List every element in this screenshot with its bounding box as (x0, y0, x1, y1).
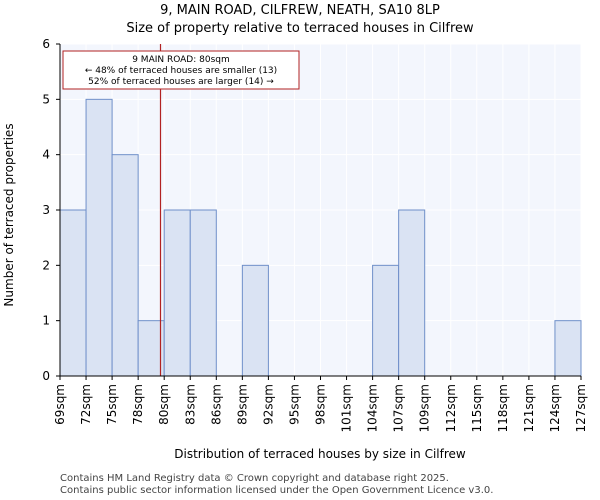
footer-line-2: Contains public sector information licen… (60, 485, 494, 496)
x-tick-label: 95sqm (287, 384, 301, 425)
bar-89sqm (241, 264, 269, 377)
y-tick-label: 6 (42, 37, 50, 51)
x-tick-label: 121sqm (522, 384, 536, 432)
bar-83sqm (189, 209, 217, 377)
annotation-box: 9 MAIN ROAD: 80sqm ← 48% of terraced hou… (62, 50, 300, 90)
x-tick-label: 127sqm (574, 384, 588, 432)
bar-69sqm (59, 209, 87, 377)
y-axis-label: Number of terraced properties (2, 123, 16, 306)
x-tick-label: 98sqm (314, 384, 328, 425)
x-tick-label: 112sqm (444, 384, 458, 432)
y-tick-label: 3 (42, 203, 50, 217)
bar-72sqm (85, 98, 113, 377)
x-ticks: 69sqm 72sqm 75sqm 78sqm 80sqm 83sqm 86sqm 89sqm… (53, 376, 588, 432)
chart-subtitle: Size of property relative to terraced ho… (126, 21, 474, 36)
x-tick-label: 92sqm (261, 384, 275, 425)
y-ticks: 0 1 2 3 4 5 6 (42, 37, 60, 383)
bar-107sqm (398, 209, 426, 377)
y-tick-label: 0 (42, 369, 50, 383)
bar-80sqm (163, 209, 191, 377)
x-tick-label: 124sqm (548, 384, 562, 432)
x-tick-label: 104sqm (366, 384, 380, 432)
chart-title: 9, MAIN ROAD, CILFREW, NEATH, SA10 8LP (160, 3, 440, 18)
y-tick-label: 5 (42, 92, 50, 106)
x-tick-label: 118sqm (496, 384, 510, 432)
x-tick-label: 86sqm (209, 384, 223, 425)
annotation-line-3: 52% of terraced houses are larger (14) → (88, 77, 274, 87)
x-tick-label: 75sqm (105, 384, 119, 425)
annotation-line-2: ← 48% of terraced houses are smaller (13… (85, 66, 277, 76)
x-tick-label: 101sqm (340, 384, 354, 432)
footer-line-1: Contains HM Land Registry data © Crown c… (60, 473, 449, 484)
x-tick-label: 89sqm (235, 384, 249, 425)
y-tick-label: 1 (42, 314, 50, 328)
x-tick-label: 80sqm (157, 384, 171, 425)
x-tick-label: 72sqm (79, 384, 93, 425)
x-tick-label: 115sqm (470, 384, 484, 432)
y-tick-label: 4 (42, 148, 50, 162)
y-tick-label: 2 (42, 258, 50, 272)
x-tick-label: 69sqm (53, 384, 67, 425)
x-tick-label: 83sqm (183, 384, 197, 425)
histogram-chart: 0 1 2 3 4 5 6 69sqm 72sqm 75sqm 78sqm 80sqm 83sqm 86… (2, 37, 588, 461)
bar-104sqm (372, 264, 400, 377)
x-axis-label: Distribution of terraced houses by size … (174, 447, 466, 461)
bar-75sqm (111, 154, 139, 377)
bar-124sqm (554, 320, 582, 377)
bar-78sqm (137, 320, 165, 377)
x-tick-label: 109sqm (418, 384, 432, 432)
annotation-line-1: 9 MAIN ROAD: 80sqm (132, 55, 230, 65)
x-tick-label: 78sqm (131, 384, 145, 425)
x-tick-label: 107sqm (392, 384, 406, 432)
